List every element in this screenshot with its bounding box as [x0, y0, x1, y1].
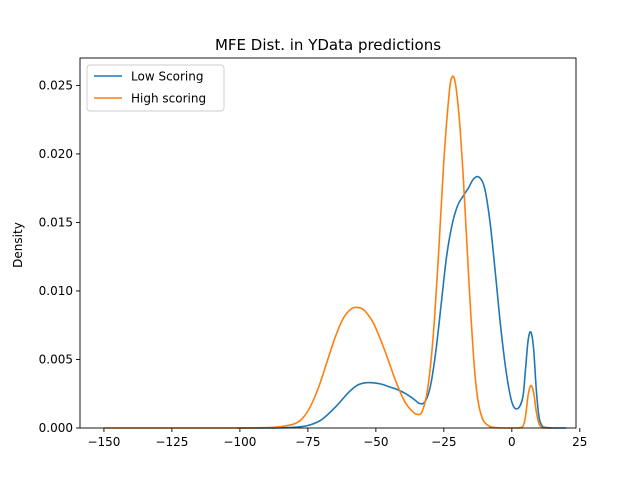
- y-tick-label: 0.010: [39, 284, 73, 298]
- y-tick-label: 0.025: [39, 78, 73, 92]
- x-tick-label: −100: [223, 435, 256, 449]
- series-line-low-scoring: [237, 175, 567, 429]
- y-tick-label: 0.005: [39, 352, 73, 366]
- x-tick-label: −150: [87, 435, 120, 449]
- y-axis-ticks: 0.000 0.005 0.010 0.015 0.020 0.025: [39, 78, 80, 435]
- x-tick-label: 0: [508, 435, 516, 449]
- chart-title: MFE Dist. in YData predictions: [215, 36, 441, 54]
- x-tick-label: −25: [431, 435, 456, 449]
- y-tick-label: 0.015: [39, 215, 73, 229]
- x-tick-label: −50: [363, 435, 388, 449]
- axes-frame: [79, 57, 577, 429]
- legend: Low Scoring High scoring: [86, 64, 225, 112]
- y-tick-label: 0.000: [39, 421, 73, 435]
- y-tick-label: 0.020: [39, 147, 73, 161]
- y-axis-label: Density: [11, 222, 25, 268]
- x-tick-label: −75: [295, 435, 320, 449]
- legend-label: Low Scoring: [131, 70, 204, 84]
- x-tick-label: −125: [155, 435, 188, 449]
- x-tick-label: 25: [572, 435, 587, 449]
- x-axis-ticks: −150 −125 −100 −75 −50 −25 0 25: [87, 428, 587, 449]
- legend-label: High scoring: [131, 92, 206, 106]
